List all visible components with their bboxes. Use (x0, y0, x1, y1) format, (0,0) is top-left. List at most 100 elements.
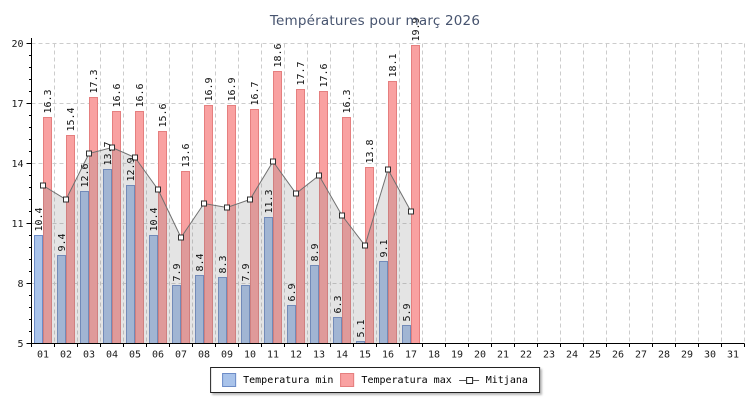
bar-value-label: 6.3 (333, 295, 344, 313)
bar-value-label: 16.3 (43, 89, 54, 113)
bar-value-label: 16.6 (135, 83, 146, 107)
x-tick-label: 16 (382, 350, 394, 361)
bars-group (34, 45, 420, 344)
bar-value-label: 13.8 (365, 139, 376, 163)
mitjana-marker (63, 196, 69, 203)
axes (26, 38, 745, 347)
bar-value-label: 12.9 (126, 157, 137, 181)
x-tick-label: 01 (37, 350, 49, 361)
mitjana-marker (293, 190, 299, 197)
mitjana-marker (155, 186, 161, 193)
legend-swatch-max-icon (340, 373, 355, 387)
y-tick-label: 8 (17, 279, 23, 290)
bar-value-label: 16.3 (342, 89, 353, 113)
mitjana-marker (132, 154, 138, 161)
legend-marker-mitjana-icon (458, 374, 479, 386)
x-tick-label: 14 (336, 350, 348, 361)
mitjana-area (43, 147, 411, 344)
bar-value-label: 5.9 (402, 303, 413, 321)
gridlines (31, 43, 745, 344)
x-tick-label: 28 (658, 350, 670, 361)
mitjana-line (40, 144, 414, 249)
mitjana-marker (339, 212, 345, 219)
legend-swatch-min-icon (222, 373, 237, 387)
x-tick-label: 03 (83, 350, 95, 361)
x-tick-label: 30 (704, 350, 716, 361)
mitjana-marker (86, 150, 92, 157)
mitjana-marker (316, 172, 322, 179)
bar-value-label: 18.6 (273, 43, 284, 67)
mitjana-marker (201, 200, 207, 207)
mitjana-marker (178, 234, 184, 241)
chart-legend: Temperatura min Temperatura max Mitjana (210, 367, 540, 393)
x-tick-label: 08 (198, 350, 210, 361)
x-tick-label: 15 (359, 350, 371, 361)
bar-value-label: 5.1 (356, 319, 367, 337)
y-tick-label: 17 (11, 99, 23, 110)
bar-value-label: 7.9 (172, 263, 183, 281)
x-tick-label: 18 (428, 350, 440, 361)
x-tick-label: 26 (612, 350, 624, 361)
x-tick-label: 02 (60, 350, 72, 361)
x-tick-label: 27 (635, 350, 647, 361)
bar-max-17 (411, 45, 420, 344)
bar-value-label: 16.6 (112, 83, 123, 107)
mitjana-marker (270, 158, 276, 165)
bar-value-label: 17.6 (319, 63, 330, 87)
x-tick-label: 07 (175, 350, 187, 361)
x-tick-label: 10 (244, 350, 256, 361)
bar-value-label: 8.3 (218, 255, 229, 273)
bar-value-label: 18.1 (388, 53, 399, 77)
bar-value-label: 8.9 (310, 243, 321, 261)
x-tick-label: 21 (497, 350, 509, 361)
bar-value-labels: 10.4 9.4 12.6 13.7 12.9 10.4 7.9 8.4 8.3 7.9 11.3 6… (34, 17, 422, 337)
y-tick-label: 20 (11, 39, 23, 50)
x-tick-label: 13 (313, 350, 325, 361)
x-tick-label: 23 (543, 350, 555, 361)
bar-value-label: 17.7 (296, 61, 307, 85)
bar-value-label: 8.4 (195, 253, 206, 271)
mitjana-marker (385, 166, 391, 173)
y-tick-label: 5 (17, 339, 23, 350)
bar-value-label: 9.4 (57, 233, 68, 251)
bar-value-label: 12.6 (80, 163, 91, 187)
x-tick-label: 06 (152, 350, 164, 361)
bar-value-label: 9.1 (379, 239, 390, 257)
x-tick-label: 24 (566, 350, 578, 361)
bar-value-label: 15.4 (66, 107, 77, 131)
mitjana-marker (109, 144, 115, 151)
legend-label-mitjana: Mitjana (485, 374, 528, 386)
chart-title: Températures pour març 2026 (269, 13, 481, 29)
x-tick-label: 11 (267, 350, 279, 361)
bar-value-label: 19.9 (411, 17, 422, 41)
bar-value-label: 17.3 (89, 69, 100, 93)
x-tick-label: 19 (451, 350, 463, 361)
legend-label-min: Temperatura min (243, 374, 334, 386)
bar-value-label: 13.6 (181, 143, 192, 167)
mitjana-marker (247, 196, 253, 203)
x-tick-label: 04 (106, 350, 118, 361)
mitjana-marker (362, 242, 368, 249)
mitjana-marker (408, 208, 414, 215)
x-tick-label: 17 (405, 350, 417, 361)
bar-value-label: 13.7 (103, 141, 114, 165)
legend-label-max: Temperatura max (361, 374, 452, 386)
mitjana-square-icon (465, 377, 473, 384)
bar-value-label: 10.4 (34, 207, 45, 231)
y-tick-label: 11 (11, 219, 23, 230)
bar-value-label: 7.9 (241, 263, 252, 281)
bar-value-label: 16.9 (227, 77, 238, 101)
bar-min-01 (34, 235, 43, 344)
mitjana-marker (224, 204, 230, 211)
x-tick-label: 09 (221, 350, 233, 361)
bar-value-label: 11.3 (264, 189, 275, 213)
x-tick-label: 22 (520, 350, 532, 361)
tick-labels: 5 8 11 14 17 20 01 02 03 04 05 06 07 08 09 10 11 12 13 14 15… (11, 39, 739, 361)
bar-value-label: 16.9 (204, 77, 215, 101)
x-tick-label: 31 (727, 350, 739, 361)
mitjana-marker (40, 182, 46, 189)
bar-value-label: 16.7 (250, 81, 261, 105)
bar-value-label: 15.6 (158, 103, 169, 127)
